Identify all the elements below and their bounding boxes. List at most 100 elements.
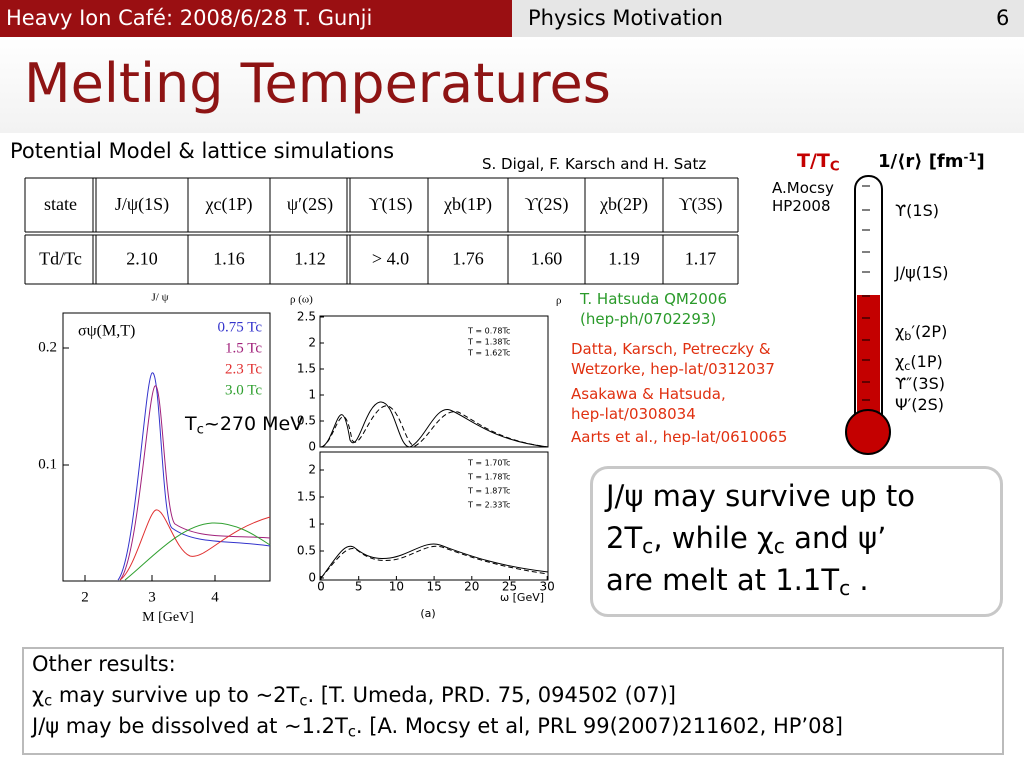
- text-run: . [A. Mocsy et al, PRL 99(2007)211602, H…: [355, 714, 843, 738]
- curve: [117, 372, 271, 581]
- y-tick-label: 1: [308, 388, 316, 402]
- text-run: J/ψ(1S): [895, 263, 949, 282]
- y-tick-label: 0: [308, 440, 316, 454]
- text-run: ϒ(1S): [895, 201, 939, 220]
- slide-title: Melting Temperatures: [24, 52, 611, 115]
- text-run: Other results:: [32, 652, 176, 676]
- legend-entry: T = 1.70Tc: [467, 459, 510, 468]
- legend-entry: T = 0.78Tc: [467, 327, 510, 336]
- text-run: c: [904, 359, 911, 373]
- text-run: J/ψ may be dissolved at ~1.2T: [32, 714, 348, 738]
- text-run: J/ψ may survive up to: [606, 479, 916, 513]
- x-tick-label: 5: [355, 580, 363, 594]
- curve: [320, 543, 549, 579]
- reference: (hep-ph/0702293): [580, 310, 717, 328]
- text-run: T/T: [797, 150, 830, 172]
- text-run: are melt at 1.1T: [606, 563, 840, 597]
- plot-frame: [319, 315, 549, 448]
- y-tick-label: 0: [308, 571, 316, 585]
- table-cell: > 4.0: [372, 249, 409, 269]
- x-tick-label: 10: [389, 580, 404, 594]
- x-tick-label: 25: [502, 580, 517, 594]
- table-cell: 2.10: [126, 249, 158, 269]
- table-cell: J/ψ(1S): [115, 194, 169, 215]
- text-run: may survive up to ~2T: [52, 683, 300, 707]
- y-tick-label: 1.5: [297, 490, 316, 504]
- source: HP2008: [772, 197, 831, 215]
- plot-label: σψ(M,T): [78, 323, 135, 340]
- table-cell: 1.12: [294, 249, 326, 269]
- legend-entry: 3.0 Tc: [225, 382, 262, 398]
- text-run: b: [904, 329, 912, 343]
- table-cell: χb(1P): [443, 194, 492, 215]
- conclusion-line: are melt at 1.1Tc .: [606, 563, 869, 600]
- legend-entry: 1.5 Tc: [225, 340, 262, 356]
- y-tick-label: 0.5: [297, 414, 316, 428]
- text-run: . [T. Umeda, PRD. 75, 094502 (07)]: [307, 683, 676, 707]
- text-run: c: [347, 723, 356, 741]
- plot-frame: [319, 451, 549, 581]
- x-tick-label: 2: [81, 589, 89, 605]
- state-label: Ψ′(2S): [895, 395, 944, 414]
- state-label: χc(1P): [895, 352, 943, 373]
- text-run: c: [44, 692, 53, 710]
- text-run: c: [773, 534, 785, 559]
- text-run: ϒ″(3S): [895, 374, 945, 393]
- result-line: Other results:: [32, 652, 176, 676]
- reference: T. Hatsuda QM2006: [580, 290, 727, 308]
- table-cell: χc(1P): [205, 194, 253, 215]
- reference: Asakawa & Hatsuda,: [571, 385, 726, 403]
- table-cell: ϒ(2S): [525, 194, 569, 215]
- x-tick-label: 4: [211, 589, 219, 605]
- title-band: [0, 37, 1024, 133]
- text-run: c: [299, 692, 308, 710]
- text-run: C: [829, 159, 840, 175]
- curve: [119, 385, 271, 581]
- table-cell: Td/Tc: [39, 249, 82, 269]
- text-run: c: [839, 576, 851, 601]
- text-run: ~270 MeV: [203, 413, 304, 435]
- text-run: 1/⟨r⟩ [fm: [878, 150, 964, 172]
- citation: S. Digal, F. Karsch and H. Satz: [482, 155, 707, 173]
- state-label: ϒ(1S): [895, 201, 939, 220]
- source: A.Mocsy: [772, 179, 834, 197]
- state-label: χb′(2P): [895, 322, 947, 343]
- text-run: , while χ: [653, 521, 774, 555]
- x-tick-label: 20: [464, 580, 479, 594]
- text-run: and ψ’: [784, 521, 887, 555]
- thermometer-bulb: [845, 409, 891, 455]
- text-run: Ψ′(2S): [895, 395, 945, 414]
- table-cell: ϒ(3S): [679, 194, 723, 215]
- conclusion-line: 2Tc, while χc and ψ’: [606, 521, 886, 558]
- table-cell: 1.19: [608, 249, 640, 269]
- legend-entry: T = 1.62Tc: [467, 349, 510, 358]
- text-run: χ: [895, 352, 905, 371]
- thermo-label: T/TC: [797, 150, 840, 174]
- annotation: Tc~270 MeV: [185, 413, 303, 437]
- table-cell: ψ′(2S): [287, 194, 333, 215]
- reference: hep-lat/0308034: [571, 405, 696, 423]
- curve: [320, 405, 549, 448]
- axis-title: M [GeV]: [142, 610, 194, 625]
- header-left: Heavy Ion Café: 2008/6/28 T. Gunji: [0, 0, 512, 37]
- text-run: (1P): [910, 352, 943, 371]
- text-run: c: [196, 422, 204, 438]
- y-tick-label: 0.2: [38, 339, 57, 355]
- table-cell: 1.17: [685, 249, 717, 269]
- text-run: T: [185, 413, 197, 435]
- curve: [119, 509, 271, 581]
- reference: Datta, Karsch, Petreczky &: [571, 340, 771, 358]
- result-line: J/ψ may be dissolved at ~1.2Tc. [A. Mocs…: [32, 714, 843, 741]
- y-tick-label: 2: [308, 336, 316, 350]
- text-run: ]: [976, 150, 985, 172]
- x-tick-label: 0: [317, 580, 325, 594]
- axis-title: ρ: [556, 295, 562, 307]
- legend-entry: 2.3 Tc: [225, 361, 262, 377]
- text-run: c: [642, 534, 654, 559]
- legend-entry: T = 1.87Tc: [467, 487, 510, 496]
- table-cell: χb(2P): [599, 194, 648, 215]
- table-cell: 1.76: [452, 249, 484, 269]
- text-run: .: [850, 563, 869, 597]
- y-tick-label: 2.5: [297, 310, 316, 324]
